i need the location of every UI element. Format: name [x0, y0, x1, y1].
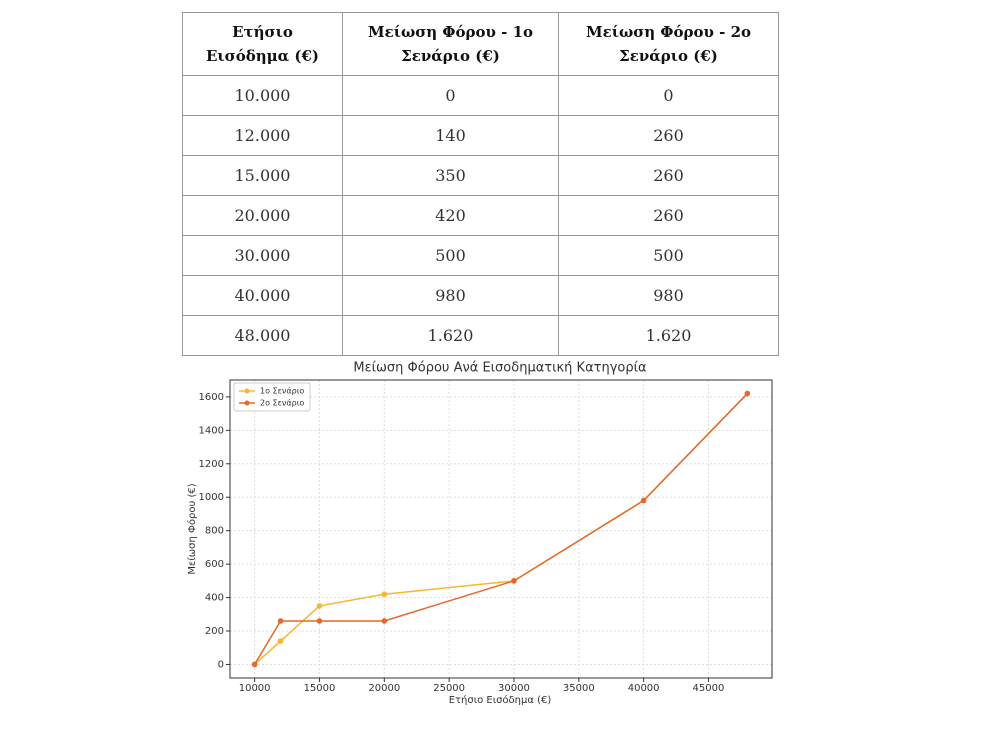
- table-row: 20.000 420 260: [182, 195, 779, 236]
- table-cell: 48.000: [182, 315, 343, 356]
- table-cell: 420: [342, 195, 559, 236]
- point: [316, 618, 323, 624]
- table-cell: 0: [342, 75, 559, 116]
- y-tick-label: 600: [205, 559, 224, 570]
- y-tick-label: 1200: [199, 459, 224, 470]
- table-cell: 20.000: [182, 195, 343, 236]
- table-cell: 1.620: [558, 315, 779, 356]
- x-tick-label: 30000: [498, 683, 530, 694]
- table-row: 15.000 350 260: [182, 155, 779, 196]
- table-cell: 10.000: [182, 75, 343, 116]
- table-cell: 40.000: [182, 275, 343, 316]
- table-cell: 500: [558, 235, 779, 276]
- legend-box: [233, 382, 311, 412]
- series-line: [254, 393, 748, 666]
- y-axis-label: Μείωση Φόρου (€): [186, 483, 198, 574]
- x-tick-label: 40000: [628, 683, 660, 694]
- point: [744, 390, 751, 397]
- x-tick-label: 10000: [239, 683, 271, 694]
- point: [277, 618, 284, 624]
- legend-label: 2ο Σενάριο: [260, 399, 304, 408]
- table-row: 10.000 0 0: [182, 75, 779, 116]
- point: [316, 603, 323, 609]
- plot-frame: [229, 379, 773, 679]
- table-cell: 260: [558, 155, 779, 196]
- point: [511, 578, 517, 584]
- table-row: 12.000 140 260: [182, 115, 779, 156]
- header-cell: Μείωση Φόρου - 1ο Σενάριο (€): [342, 12, 559, 76]
- table-cell: 350: [342, 155, 559, 196]
- table-cell: 0: [558, 75, 779, 116]
- point: [251, 661, 258, 668]
- y-tick-label: 200: [205, 626, 224, 637]
- x-tick-label: 25000: [433, 683, 465, 694]
- table-cell: 260: [558, 115, 779, 156]
- series-line: [253, 393, 748, 665]
- table-body: 10.000 0 0 12.000 140 260 15.000 350 260 20.000 42…: [182, 75, 779, 356]
- tax-table: Ετήσιο Εισόδημα (€) Μείωση Φόρου - 1ο Σε…: [182, 12, 779, 356]
- header-cell: Μείωση Φόρου - 2ο Σενάριο (€): [558, 12, 779, 76]
- chart-title: Μείωση Φόρου Ανά Εισοδηματική Κατηγορία: [353, 361, 646, 376]
- header-row: Ετήσιο Εισόδημα (€) Μείωση Φόρου - 1ο Σε…: [182, 12, 779, 76]
- table-cell: 30.000: [182, 235, 343, 276]
- point: [381, 591, 388, 598]
- point: [277, 638, 284, 644]
- legend-marker: [244, 400, 250, 406]
- table-cell: 1.620: [342, 315, 559, 356]
- y-tick-label: 800: [205, 526, 224, 537]
- legend-marker: [244, 388, 250, 394]
- y-tick-label: 1000: [199, 492, 224, 503]
- table-row: 48.000 1.620 1.620: [182, 315, 779, 356]
- y-tick-label: 0: [218, 659, 224, 670]
- x-tick-label: 35000: [563, 683, 595, 694]
- y-tick-label: 1400: [199, 425, 224, 436]
- y-tick-label: 400: [205, 593, 224, 604]
- point: [381, 618, 388, 624]
- x-tick-label: 20000: [368, 683, 400, 694]
- x-tick-label: 15000: [304, 683, 336, 694]
- table-cell: 15.000: [182, 155, 343, 196]
- x-axis-label: Ετήσιο Εισόδημα (€): [449, 694, 552, 706]
- y-tick-label: 1600: [199, 392, 224, 403]
- legend-label: 1ο Σενάριο: [260, 387, 304, 396]
- table-row: 30.000 500 500: [182, 235, 779, 276]
- point: [640, 497, 647, 504]
- x-tick-label: 45000: [693, 683, 725, 694]
- header-cell: Ετήσιο Εισόδημα (€): [182, 12, 343, 76]
- table-cell: 260: [558, 195, 779, 236]
